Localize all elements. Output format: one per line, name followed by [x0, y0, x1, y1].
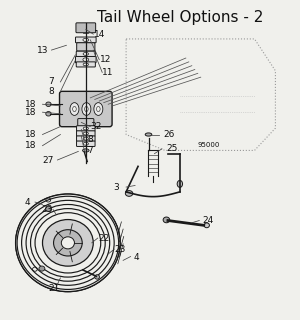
FancyBboxPatch shape [76, 131, 95, 136]
Ellipse shape [70, 103, 79, 116]
Ellipse shape [177, 180, 182, 188]
Ellipse shape [82, 149, 89, 152]
FancyBboxPatch shape [76, 136, 95, 141]
Text: 25: 25 [167, 144, 178, 153]
Text: 18: 18 [25, 108, 36, 117]
Text: 22: 22 [98, 234, 109, 243]
Ellipse shape [83, 127, 88, 130]
Ellipse shape [97, 107, 100, 112]
Text: 7: 7 [49, 77, 54, 86]
Ellipse shape [83, 142, 88, 145]
Text: 32: 32 [91, 122, 102, 131]
Ellipse shape [95, 275, 100, 279]
Text: 95000: 95000 [197, 142, 219, 148]
Text: 7: 7 [87, 146, 93, 155]
Ellipse shape [163, 217, 170, 223]
FancyBboxPatch shape [78, 119, 94, 126]
FancyBboxPatch shape [77, 43, 95, 51]
Text: 18: 18 [25, 141, 36, 150]
Ellipse shape [53, 230, 82, 256]
Text: 26: 26 [164, 130, 175, 139]
Ellipse shape [145, 133, 152, 136]
Text: 4: 4 [134, 253, 140, 262]
Ellipse shape [94, 103, 103, 116]
Ellipse shape [82, 103, 91, 116]
Ellipse shape [83, 38, 89, 42]
FancyBboxPatch shape [59, 91, 112, 127]
Text: Tail Wheel Options - 2: Tail Wheel Options - 2 [97, 10, 263, 25]
Ellipse shape [83, 58, 89, 61]
Ellipse shape [85, 107, 88, 112]
FancyBboxPatch shape [76, 56, 96, 63]
Text: 3: 3 [113, 183, 118, 192]
FancyBboxPatch shape [76, 23, 96, 33]
Ellipse shape [83, 63, 88, 66]
Ellipse shape [46, 206, 52, 212]
Ellipse shape [83, 137, 88, 140]
Ellipse shape [46, 112, 51, 116]
Text: 14: 14 [94, 30, 105, 39]
Ellipse shape [39, 266, 45, 271]
Text: 18: 18 [25, 100, 36, 109]
FancyBboxPatch shape [76, 62, 95, 67]
Text: 23: 23 [41, 205, 53, 214]
Text: 8: 8 [87, 135, 93, 144]
Text: 27: 27 [43, 156, 54, 164]
Ellipse shape [46, 102, 51, 107]
Text: 4: 4 [25, 197, 30, 206]
FancyBboxPatch shape [76, 37, 96, 43]
Text: 8: 8 [49, 87, 54, 96]
Text: 11: 11 [102, 68, 114, 77]
Text: 24: 24 [202, 216, 214, 225]
Ellipse shape [43, 220, 93, 266]
Ellipse shape [73, 107, 76, 112]
Ellipse shape [83, 132, 88, 135]
FancyBboxPatch shape [76, 51, 95, 57]
Ellipse shape [61, 237, 74, 249]
Ellipse shape [204, 223, 209, 228]
FancyBboxPatch shape [76, 126, 95, 131]
Text: 21: 21 [49, 284, 60, 292]
Text: 12: 12 [100, 55, 111, 64]
Ellipse shape [125, 191, 133, 196]
FancyBboxPatch shape [76, 141, 95, 147]
Ellipse shape [16, 194, 120, 292]
Ellipse shape [83, 52, 88, 55]
Text: 23: 23 [115, 245, 126, 254]
Text: 18: 18 [25, 130, 36, 139]
Text: 13: 13 [37, 45, 48, 55]
